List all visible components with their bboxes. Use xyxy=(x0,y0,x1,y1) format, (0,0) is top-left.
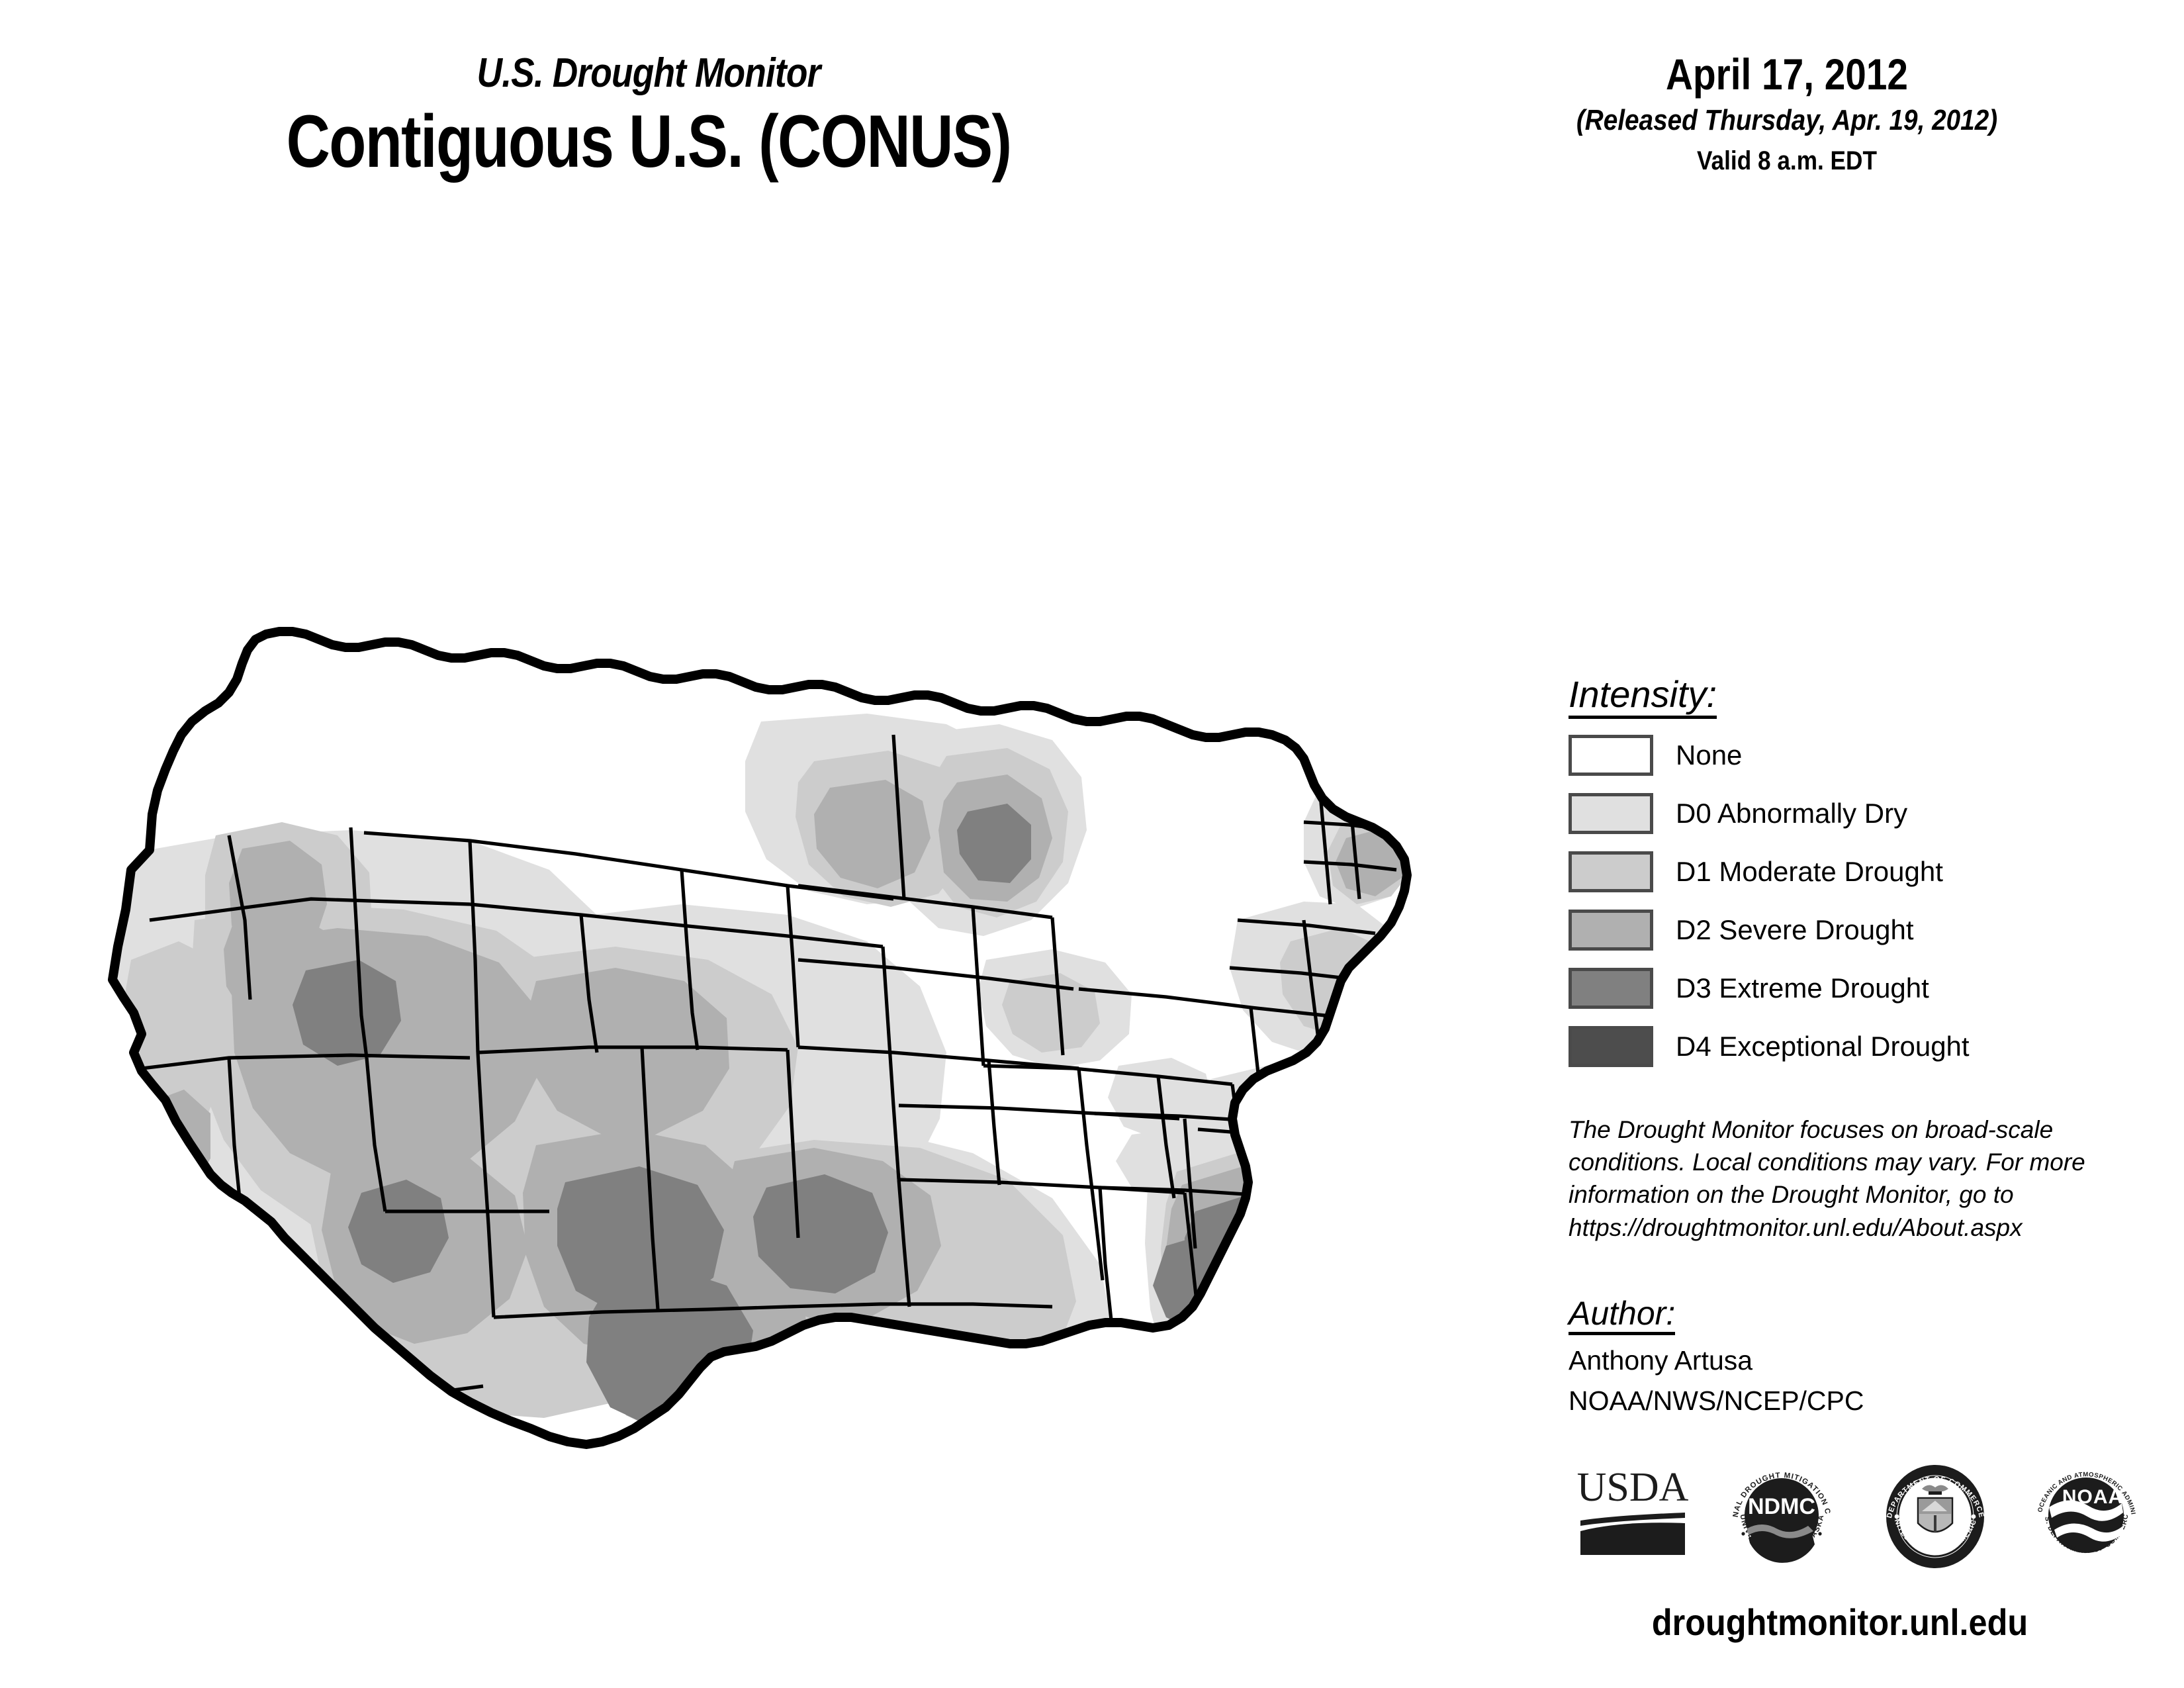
legend-item-d0[interactable]: D0 Abnormally Dry xyxy=(1569,792,2098,835)
map-svg[interactable] xyxy=(73,523,1469,1463)
ndmc-wave xyxy=(1747,1524,1813,1538)
author-name: Anthony Artusa xyxy=(1569,1344,1753,1376)
noaa-wordmark: NOAA xyxy=(2062,1486,2123,1508)
author-heading: Author: xyxy=(1569,1296,1676,1335)
ndmc-dot-right xyxy=(1818,1532,1822,1536)
legend-swatch-d2 xyxy=(1569,909,1653,951)
noaa-logo[interactable]: NATIONAL OCEANIC AND ATMOSPHERIC ADMINIS… xyxy=(2032,1460,2141,1569)
drought-map[interactable] xyxy=(73,523,1469,1463)
doc-star-right xyxy=(1971,1514,1976,1519)
footer-url[interactable]: droughtmonitor.unl.edu xyxy=(1651,1601,2028,1643)
ndmc-wordmark: NDMC xyxy=(1748,1494,1815,1519)
usda-logo[interactable]: USDA xyxy=(1575,1460,1691,1559)
doc-logo[interactable]: DEPARTMENT OF COMMERCE UNITED STATES OF … xyxy=(1881,1460,1990,1572)
disclaimer-text: The Drought Monitor focuses on broad-sca… xyxy=(1569,1113,2105,1244)
legend-label-none: None xyxy=(1676,739,1743,771)
legend-label-d4: D4 Exceptional Drought xyxy=(1676,1030,1970,1062)
legend-swatch-none xyxy=(1569,734,1653,776)
doc-ship xyxy=(1922,1501,1947,1511)
usda-field-shape xyxy=(1580,1523,1685,1555)
legend-item-d3[interactable]: D3 Extreme Drought xyxy=(1569,966,2098,1010)
noaa-bird-lower-wing xyxy=(2054,1523,2123,1542)
legend-item-d2[interactable]: D2 Severe Drought xyxy=(1569,908,2098,952)
usda-furrow-top xyxy=(1580,1513,1685,1526)
ndmc-dot-left xyxy=(1741,1532,1745,1536)
valid-date: April 17, 2012 xyxy=(1665,50,1909,99)
ndmc-logo[interactable]: NATIONAL DROUGHT MITIGATION CENTER UNIVE… xyxy=(1727,1460,1837,1569)
agency-logos: USDA NATIONAL DROUGHT MITIGATION CENTER … xyxy=(1575,1460,2136,1582)
legend-label-d3: D3 Extreme Drought xyxy=(1676,972,1929,1004)
disclaimer-line-2: conditions. Local conditions may vary. F… xyxy=(1569,1149,2085,1176)
legend-item-d4[interactable]: D4 Exceptional Drought xyxy=(1569,1025,2098,1068)
doc-eagle-perch xyxy=(1929,1491,1942,1495)
legend-swatch-d3 xyxy=(1569,967,1653,1009)
author-affiliation: NOAA/NWS/NCEP/CPC xyxy=(1569,1385,1864,1417)
valid-time: Valid 8 a.m. EDT xyxy=(1697,146,1877,176)
doc-star-left xyxy=(1894,1514,1899,1519)
legend-label-d0: D0 Abnormally Dry xyxy=(1676,797,1908,829)
released-date: (Released Thursday, Apr. 19, 2012) xyxy=(1576,104,1998,137)
legend-swatch-d1 xyxy=(1569,851,1653,892)
disclaimer-line-1: The Drought Monitor focuses on broad-sca… xyxy=(1569,1116,2054,1143)
page-title: Contiguous U.S. (CONUS) xyxy=(286,100,1012,183)
date-block: April 17, 2012 (Released Thursday, Apr. … xyxy=(1463,50,2111,176)
title-block: U.S. Drought Monitor Contiguous U.S. (CO… xyxy=(0,53,1297,182)
legend-title: Intensity: xyxy=(1569,675,1717,719)
page-supertitle: U.S. Drought Monitor xyxy=(477,50,821,96)
ndmc-land xyxy=(1749,1534,1815,1563)
disclaimer-url[interactable]: https://droughtmonitor.unl.edu/About.asp… xyxy=(1569,1213,2023,1241)
doc-lighthouse xyxy=(1934,1515,1936,1532)
usda-wordmark: USDA xyxy=(1577,1465,1689,1510)
disclaimer-line-3: information on the Drought Monitor, go t… xyxy=(1569,1181,2014,1209)
doc-eagle xyxy=(1922,1485,1948,1492)
legend: Intensity: None D0 Abnormally Dry D1 Mod… xyxy=(1569,675,2098,1068)
legend-swatch-d0 xyxy=(1569,792,1653,834)
legend-label-d1: D1 Moderate Drought xyxy=(1676,855,1943,887)
legend-item-none[interactable]: None xyxy=(1569,733,2098,777)
legend-swatch-d4 xyxy=(1569,1025,1653,1067)
noaa-bird-upper-wing xyxy=(2049,1500,2123,1521)
legend-label-d2: D2 Severe Drought xyxy=(1676,914,1914,945)
doc-ring-band xyxy=(1886,1465,1984,1568)
author-block: Author: Anthony Artusa NOAA/NWS/NCEP/CPC xyxy=(1569,1296,2098,1417)
legend-item-d1[interactable]: D1 Moderate Drought xyxy=(1569,850,2098,894)
